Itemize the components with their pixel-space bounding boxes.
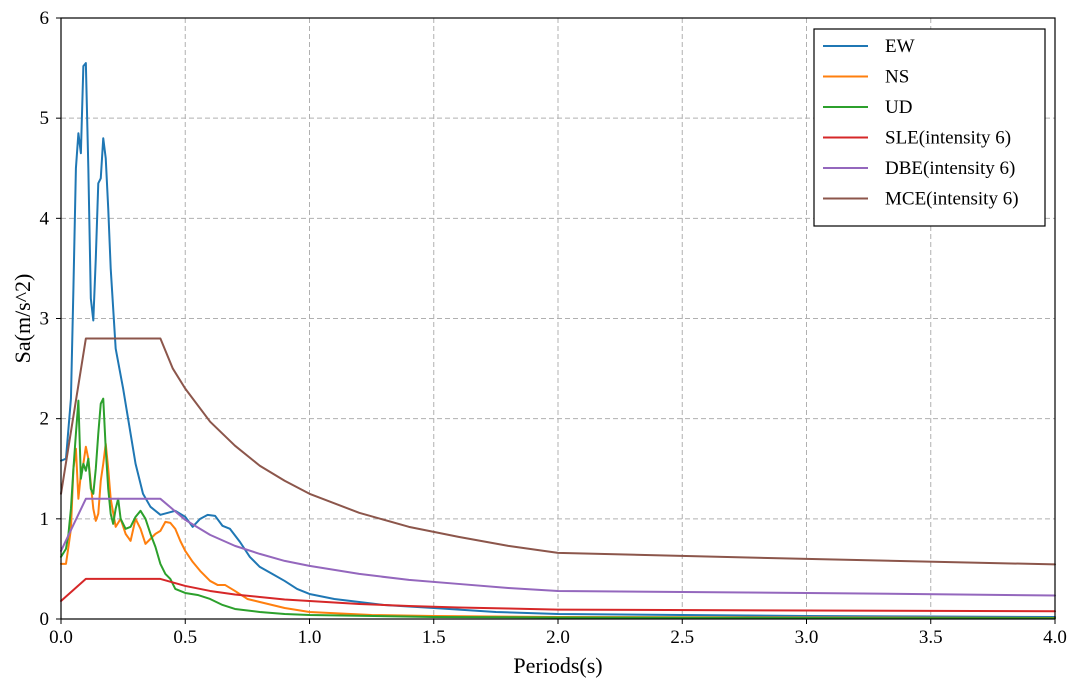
- x-axis-label: Periods(s): [513, 653, 602, 678]
- axis-ticks: 0.0 0.5 1.0 1.5 2.0 2.5 3.0 3.5 4.0 0 1 2 3 4 5 6: [40, 8, 1067, 648]
- x-tick-label: 2.5: [670, 627, 694, 648]
- series-line-ew: [60, 62, 1056, 618]
- legend-label-sle-intensity-6: SLE(intensity 6): [885, 128, 1011, 149]
- legend-label-mce-intensity-6: MCE(intensity 6): [885, 189, 1019, 210]
- y-tick-label: 2: [40, 409, 50, 430]
- x-tick-label: 4.0: [1043, 627, 1067, 648]
- x-tick-label: 1.0: [298, 627, 322, 648]
- x-tick-label: 1.5: [422, 627, 446, 648]
- y-axis-label: Sa(m/s^2): [10, 274, 35, 364]
- series-line-mce-intensity-6: [60, 337, 1056, 566]
- legend-label-dbe-intensity-6: DBE(intensity 6): [885, 158, 1015, 179]
- y-tick-label: 0: [40, 609, 50, 630]
- legend-box: [813, 28, 1046, 227]
- x-tick-label: 0.5: [173, 627, 197, 648]
- y-tick-label: 4: [40, 208, 50, 229]
- series-lines: [60, 62, 1056, 620]
- x-tick-label: 2.0: [546, 627, 570, 648]
- y-tick-label: 5: [40, 108, 50, 129]
- y-tick-label: 1: [40, 509, 50, 530]
- y-tick-label: 3: [40, 309, 50, 330]
- x-tick-label: 3.0: [795, 627, 819, 648]
- series-line-ns: [60, 442, 1056, 619]
- y-tick-label: 6: [40, 8, 50, 29]
- series-line-ud: [60, 397, 1056, 620]
- x-tick-label: 0.0: [49, 627, 73, 648]
- x-tick-label: 3.5: [919, 627, 943, 648]
- series-line-dbe-intensity-6: [60, 497, 1056, 597]
- legend: EW NS UD SLE(intensity 6) DBE(intensity 6) MC…: [813, 28, 1046, 227]
- series-line-sle-intensity-6: [60, 577, 1056, 613]
- legend-label-ns: NS: [885, 67, 909, 88]
- legend-label-ew: EW: [885, 36, 915, 57]
- legend-label-ud: UD: [885, 97, 912, 118]
